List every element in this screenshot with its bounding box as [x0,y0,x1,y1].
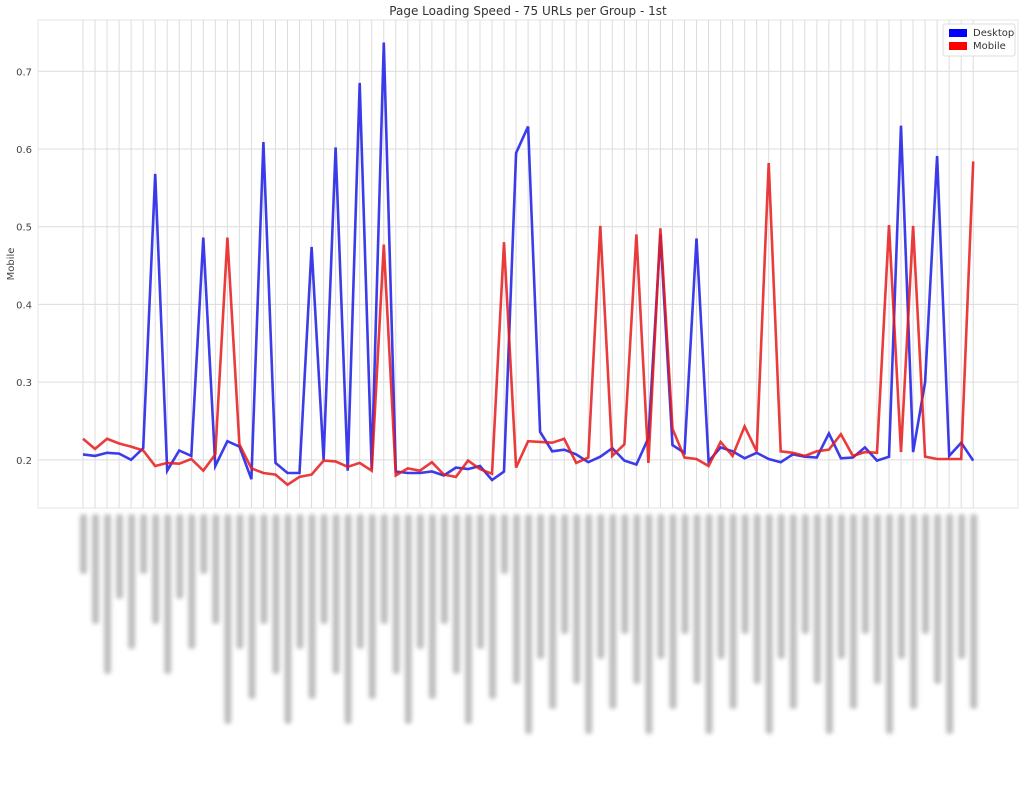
x-tick-label-blurred [404,514,412,724]
x-tick-label-blurred [440,514,448,624]
x-tick-label-blurred [813,514,821,684]
x-tick-label-blurred [657,514,665,659]
x-tick-label-blurred [452,514,460,674]
x-tick-label-blurred [344,514,352,724]
x-tick-label-blurred [573,514,581,684]
x-tick-label-blurred [597,514,605,659]
x-tick-label-blurred [92,514,100,624]
x-tick-label-blurred [777,514,785,659]
x-tick-label-blurred [729,514,737,709]
x-tick-label-blurred [104,514,112,674]
legend-swatch-mobile [949,42,967,50]
x-tick-label-blurred [801,514,809,634]
x-tick-label-blurred [320,514,328,624]
x-tick-label-blurred [898,514,906,659]
y-tick-label: 0.3 [16,378,32,389]
x-tick-label-blurred [849,514,857,709]
x-tick-label-blurred [669,514,677,709]
y-tick-label: 0.7 [16,67,32,78]
x-tick-label-blurred [501,514,509,574]
x-tick-label-blurred [609,514,617,709]
x-tick-label-blurred [873,514,881,684]
x-tick-label-blurred [428,514,436,699]
x-tick-label-blurred [789,514,797,709]
x-tick-label-blurred [164,514,172,674]
x-tick-label-blurred [765,514,773,734]
legend-label-mobile: Mobile [973,41,1006,52]
y-tick-label: 0.2 [16,456,32,467]
x-tick-label-blurred [356,514,364,649]
y-tick-label: 0.6 [16,145,32,156]
x-tick-label-blurred [236,514,244,649]
y-tick-label: 0.5 [16,223,32,234]
chart-title: Page Loading Speed - 75 URLs per Group -… [389,4,667,18]
x-tick-label-blurred [549,514,557,709]
x-tick-label-blurred [284,514,292,724]
x-tick-label-blurred [861,514,869,634]
x-tick-label-blurred [476,514,484,649]
x-tick-label-blurred [645,514,653,734]
y-axis-label: Mobile [6,248,17,281]
x-tick-label-blurred [308,514,316,699]
legend: Desktop Mobile [942,23,1016,57]
x-tick-label-blurred [705,514,713,734]
x-tick-label-blurred [753,514,761,684]
x-tick-label-blurred [152,514,160,624]
x-tick-label-blurred [416,514,424,649]
x-tick-label-blurred [248,514,256,699]
x-tick-label-blurred [200,514,208,574]
x-tick-label-blurred [825,514,833,734]
x-tick-label-blurred [212,514,220,624]
x-tick-label-blurred [464,514,472,724]
x-tick-label-blurred [368,514,376,699]
x-tick-label-blurred [693,514,701,684]
x-tick-label-blurred [621,514,629,634]
legend-swatch-desktop [949,29,967,37]
x-tick-label-blurred [741,514,749,634]
x-tick-label-blurred [272,514,280,674]
x-tick-label-blurred [922,514,930,634]
x-tick-label-blurred [837,514,845,659]
x-tick-label-blurred [140,514,148,574]
series-lines [82,42,975,487]
x-tick-label-blurred [392,514,400,674]
x-tick-label-blurred [176,514,184,599]
x-tick-label-blurred [970,514,978,709]
x-tick-label-blurred [116,514,124,599]
x-tick-label-blurred [585,514,593,734]
x-tick-label-blurred [513,514,521,684]
x-tick-label-blurred [80,514,87,574]
x-tick-label-blurred [910,514,918,709]
x-tick-label-blurred [224,514,232,724]
x-tick-labels-blurred [80,514,978,734]
x-tick-label-blurred [717,514,725,659]
x-tick-label-blurred [681,514,689,634]
x-tick-label-blurred [886,514,894,734]
x-tick-label-blurred [946,514,954,734]
x-tick-label-blurred [188,514,196,649]
x-tick-label-blurred [633,514,641,684]
x-tick-label-blurred [332,514,340,674]
x-tick-label-blurred [958,514,966,659]
x-tick-label-blurred [537,514,545,659]
y-axis: 0.2 0.3 0.4 0.5 0.6 0.7 [16,67,32,467]
x-tick-label-blurred [260,514,268,624]
legend-label-desktop: Desktop [973,28,1014,39]
y-tick-label: 0.4 [16,300,32,311]
x-tick-label-blurred [489,514,497,699]
x-tick-label-blurred [296,514,304,649]
x-tick-label-blurred [128,514,136,649]
x-tick-label-blurred [380,514,388,624]
x-tick-label-blurred [561,514,569,634]
x-tick-label-blurred [934,514,942,684]
x-tick-label-blurred [525,514,533,734]
